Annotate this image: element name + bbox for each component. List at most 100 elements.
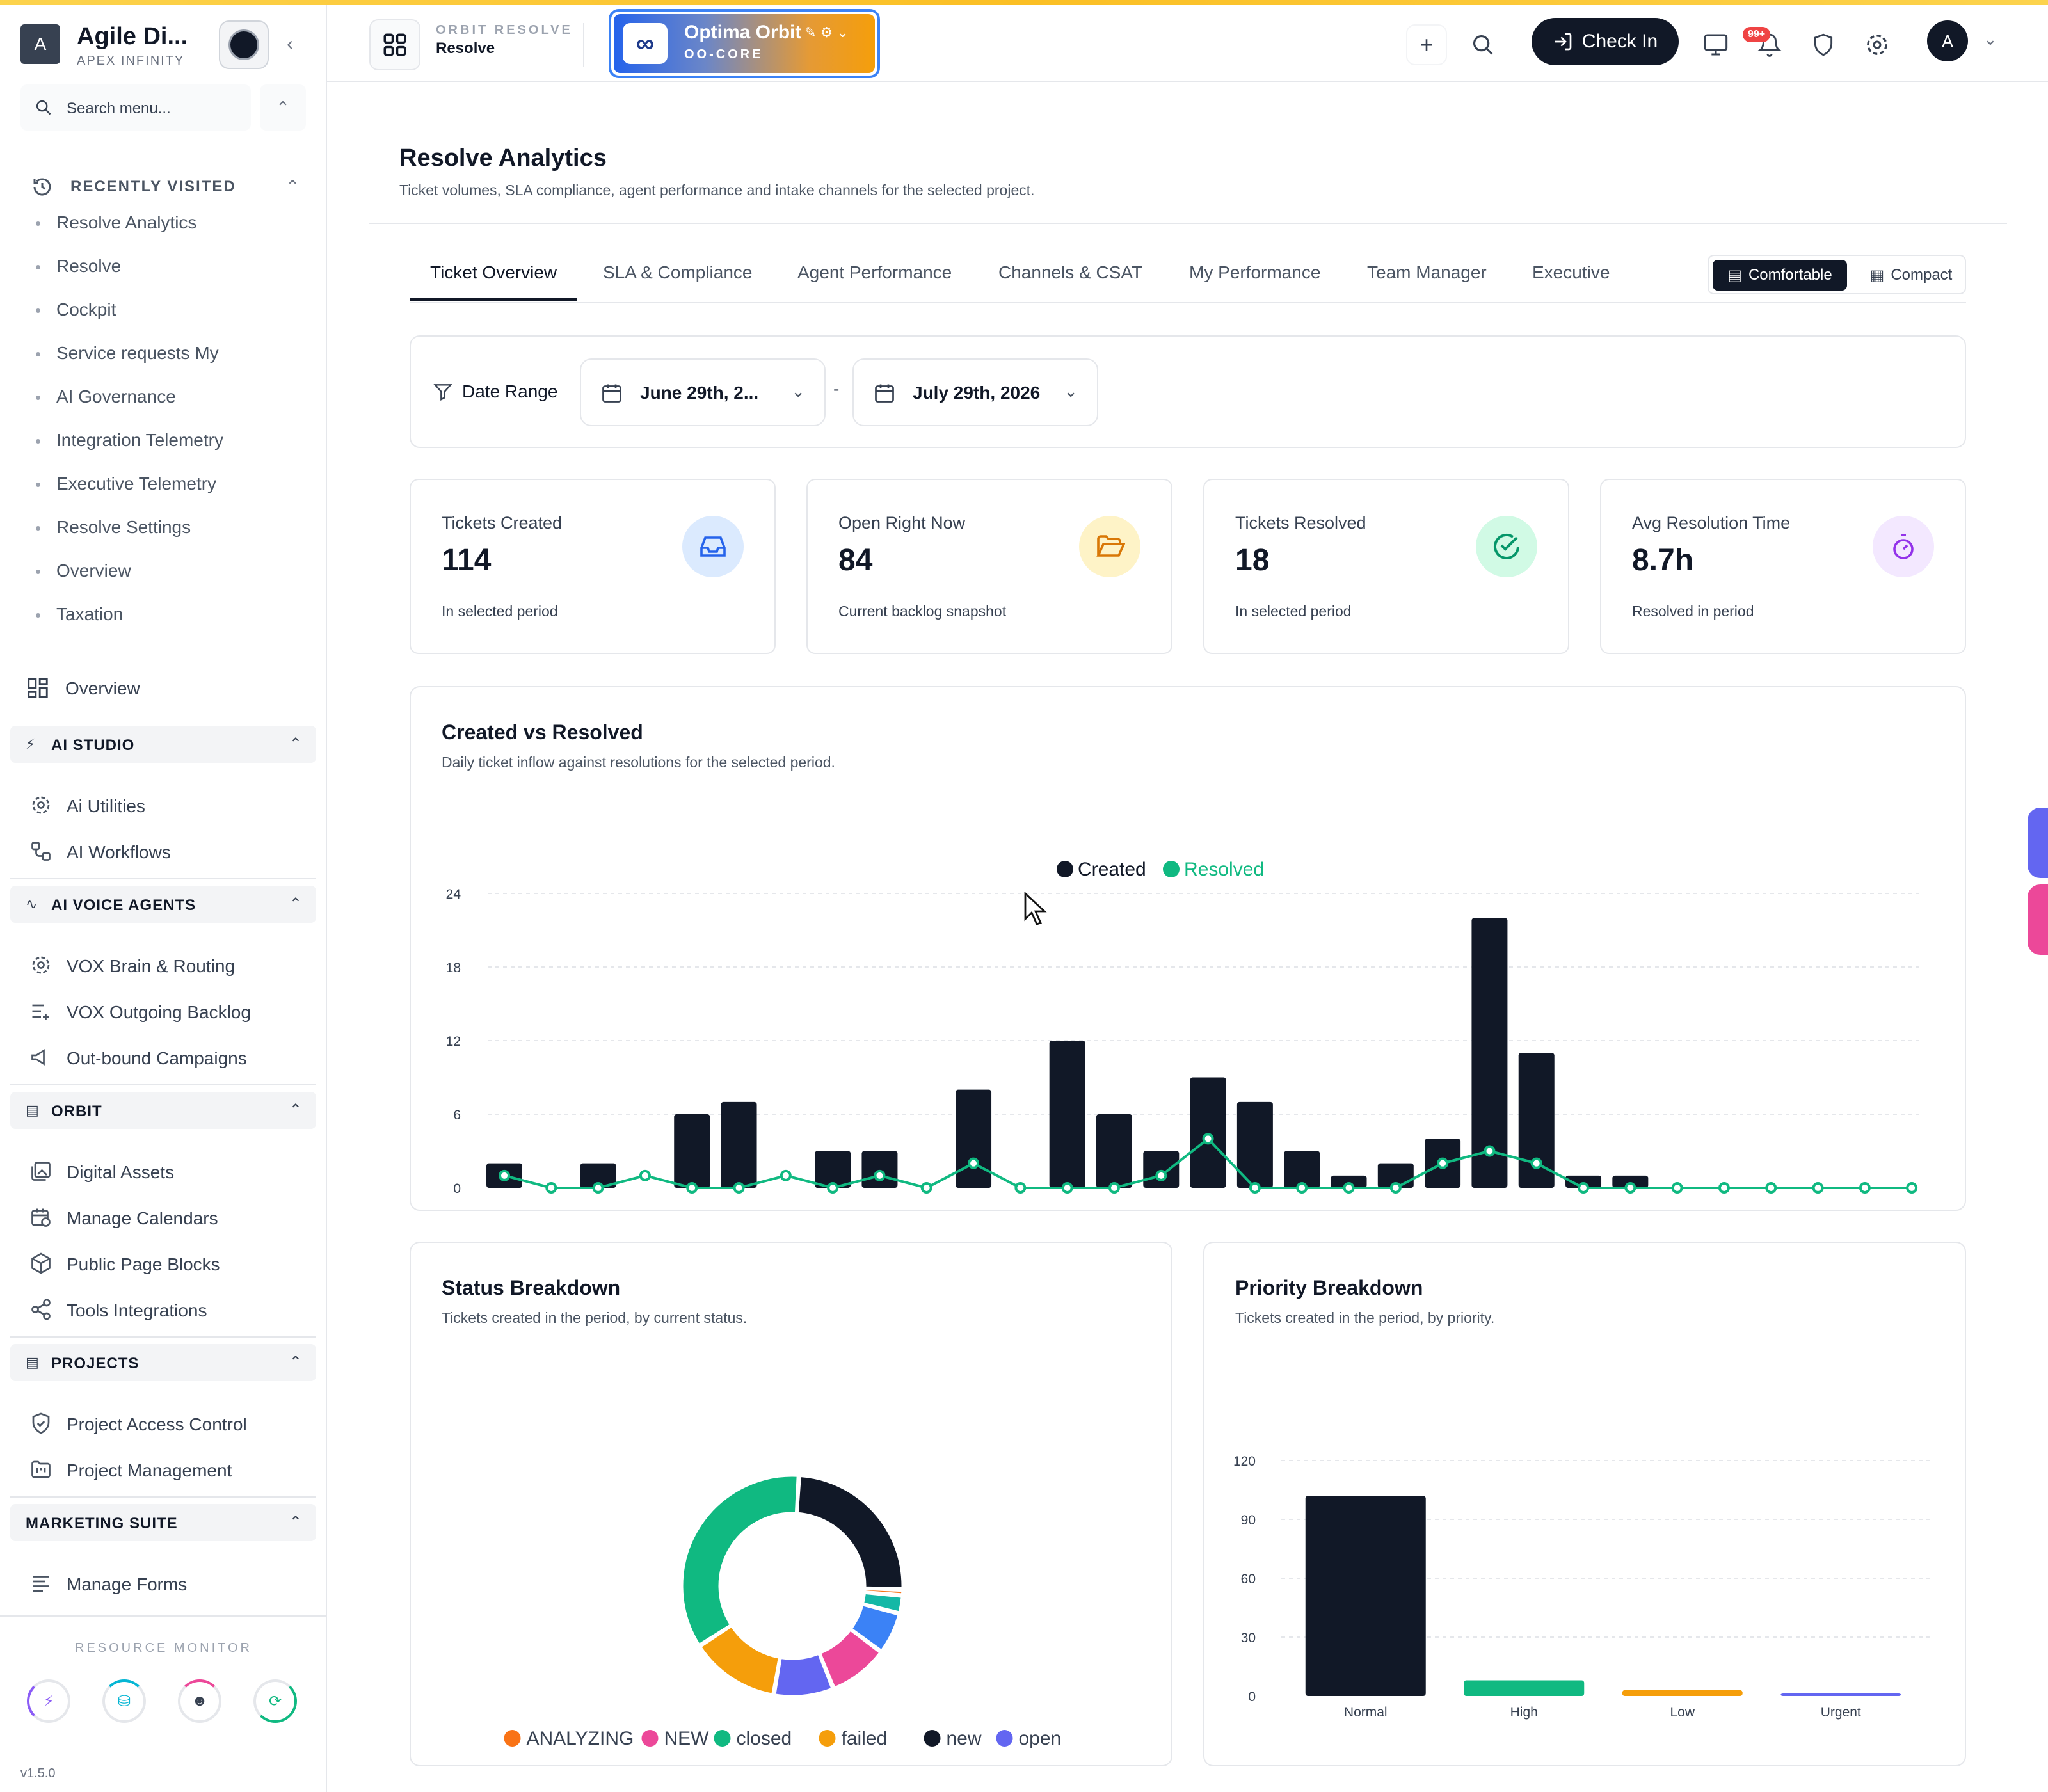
- project-selector[interactable]: ∞ Optima Orbit OO-CORE ✎ ⚙︎ ⌄: [609, 9, 880, 78]
- workspace-switcher[interactable]: A Agile Di... APEX INFINITY: [20, 20, 270, 69]
- recently-visited-header[interactable]: RECENTLY VISITED ⌃: [31, 173, 300, 201]
- point-resolved: [499, 1169, 510, 1181]
- list-plus-icon: [32, 1004, 49, 1020]
- server-icon: ▤: [26, 1354, 39, 1370]
- page-title: Resolve Analytics: [399, 145, 607, 172]
- workspace-name: Agile Di...: [77, 23, 188, 50]
- chevron-down-icon: ⌄: [1064, 381, 1078, 401]
- search-menu-placeholder: Search menu...: [67, 100, 171, 117]
- gear-icon: [1867, 35, 1887, 55]
- chevron-down-icon[interactable]: ⌄: [1983, 29, 1997, 49]
- recent-item[interactable]: AI Governance: [36, 387, 176, 407]
- activity-icon: ∿: [26, 896, 38, 912]
- kpi-value: 8.7h: [1632, 543, 1694, 577]
- divider: [10, 1336, 316, 1338]
- bar-created: [1331, 1175, 1367, 1188]
- point-resolved: [1061, 1182, 1073, 1194]
- x-tick-label: 2026-07-13: [1127, 1197, 1196, 1199]
- app-switcher-button[interactable]: [369, 19, 420, 70]
- x-tick-label: 2026-07-11: [1034, 1197, 1101, 1199]
- compact-button[interactable]: ▦ Compact: [1869, 266, 1953, 284]
- tab-my-performance[interactable]: My Performance: [1189, 262, 1321, 282]
- point-resolved: [1249, 1182, 1261, 1194]
- divider: [10, 1496, 316, 1498]
- search-button[interactable]: [1462, 24, 1503, 65]
- edit-icon[interactable]: ✎: [804, 24, 817, 40]
- recent-item[interactable]: Resolve: [35, 256, 121, 276]
- monitor-button[interactable]: [1695, 24, 1736, 65]
- chevron-up-icon: ⌃: [289, 1101, 302, 1119]
- legend-swatch-resolved: [1163, 861, 1180, 877]
- kpi-value: 84: [838, 543, 873, 577]
- bar-created: [956, 1089, 992, 1188]
- end-date-picker[interactable]: July 29th, 2026 ⌄: [852, 358, 1098, 426]
- tab-agent-performance[interactable]: Agent Performance: [797, 262, 952, 282]
- section-marketing-suite[interactable]: MARKETING SUITE ⌃: [10, 1504, 316, 1541]
- section-orbit[interactable]: ▤ ORBIT ⌃: [10, 1092, 316, 1129]
- recent-item[interactable]: Resolve Analytics: [35, 212, 196, 233]
- tab-channels-csat[interactable]: Channels & CSAT: [998, 262, 1143, 282]
- tab-sla-compliance[interactable]: SLA & Compliance: [603, 262, 753, 282]
- app-name: Resolve: [436, 40, 495, 57]
- recent-item[interactable]: Service requests My: [36, 343, 219, 364]
- database-gauge-icon[interactable]: ⛁: [102, 1679, 146, 1723]
- chevron-up-icon[interactable]: ⌃: [260, 84, 306, 131]
- section-ai-studio[interactable]: ⚡︎ AI STUDIO ⌃: [10, 726, 316, 763]
- point-resolved: [968, 1157, 980, 1169]
- recent-item[interactable]: Integration Telemetry: [36, 430, 223, 451]
- settings-cog-icon: [32, 956, 50, 974]
- bar-created: [674, 1114, 710, 1188]
- tab-ticket-overview[interactable]: Ticket Overview: [430, 262, 557, 282]
- search-menu-input[interactable]: Search menu...: [20, 84, 251, 131]
- security-button[interactable]: [1803, 24, 1844, 65]
- bar-created: [1049, 1041, 1085, 1188]
- divider: [583, 23, 584, 67]
- user-avatar[interactable]: A: [1927, 20, 1968, 61]
- recent-item[interactable]: Taxation: [35, 604, 123, 625]
- tab-executive[interactable]: Executive: [1532, 262, 1610, 282]
- users-gauge-icon[interactable]: ☻: [178, 1679, 221, 1723]
- recent-item[interactable]: Overview: [36, 561, 131, 581]
- section-ai-voice-agents[interactable]: ∿ AI VOICE AGENTS ⌃: [10, 886, 316, 923]
- cpu-gauge-icon[interactable]: ⚡︎: [27, 1679, 70, 1723]
- bar-created: [815, 1151, 851, 1188]
- point-resolved: [920, 1182, 932, 1194]
- tab-team-manager[interactable]: Team Manager: [1367, 262, 1487, 282]
- top-header: ORBIT RESOLVE Resolve ∞ Optima Orbit OO-…: [327, 5, 2048, 82]
- workspace-org: APEX INFINITY: [77, 54, 185, 68]
- chevron-down-icon[interactable]: ⌄: [836, 24, 849, 40]
- x-tick-label: 2026-07-07: [845, 1197, 914, 1199]
- bar-created: [1612, 1175, 1649, 1188]
- refresh-gauge-icon[interactable]: ⟳: [253, 1679, 297, 1723]
- collapse-sidebar-icon[interactable]: ‹: [287, 33, 293, 54]
- kpi-value: 114: [442, 543, 492, 577]
- point-resolved: [733, 1182, 745, 1194]
- check-in-button[interactable]: Check In: [1532, 18, 1679, 65]
- chart-title: Created vs Resolved: [442, 721, 643, 744]
- floating-assistant-tab[interactable]: [2028, 808, 2048, 878]
- start-date-picker[interactable]: June 29th, 2... ⌄: [580, 358, 826, 426]
- density-toggle: ▤ Comfortable ▦ Compact: [1708, 255, 1966, 294]
- point-resolved: [592, 1182, 604, 1194]
- filter-icon: [433, 384, 452, 401]
- legend-swatch: [924, 1730, 941, 1747]
- x-tick-label: 2026-07-03: [658, 1197, 726, 1199]
- bar-created: [1565, 1175, 1602, 1188]
- top-accent-stripe: [0, 0, 2048, 5]
- add-button[interactable]: +: [1406, 24, 1447, 65]
- cube-icon: [31, 1252, 51, 1274]
- recent-item[interactable]: Executive Telemetry: [35, 474, 216, 494]
- settings-button[interactable]: [1857, 24, 1898, 65]
- floating-feedback-tab[interactable]: [2028, 884, 2048, 955]
- status-donut-chart: ANALYZING NEW closed failed new open pending re…: [504, 1475, 1061, 1761]
- recent-item[interactable]: Cockpit: [35, 300, 116, 320]
- donut-slice-failed: [699, 1624, 781, 1695]
- section-projects[interactable]: ▤ PROJECTS ⌃: [10, 1344, 316, 1381]
- comfortable-button[interactable]: ▤ Comfortable: [1713, 260, 1847, 291]
- legend-label: ANALYZING: [527, 1728, 634, 1749]
- calendar-icon: [875, 384, 894, 403]
- x-tick-label: 2026-07-21: [1502, 1197, 1571, 1199]
- orbit-logo-icon[interactable]: [219, 20, 269, 69]
- gear-icon[interactable]: ⚙︎: [820, 24, 833, 40]
- recent-item[interactable]: Resolve Settings: [35, 517, 191, 538]
